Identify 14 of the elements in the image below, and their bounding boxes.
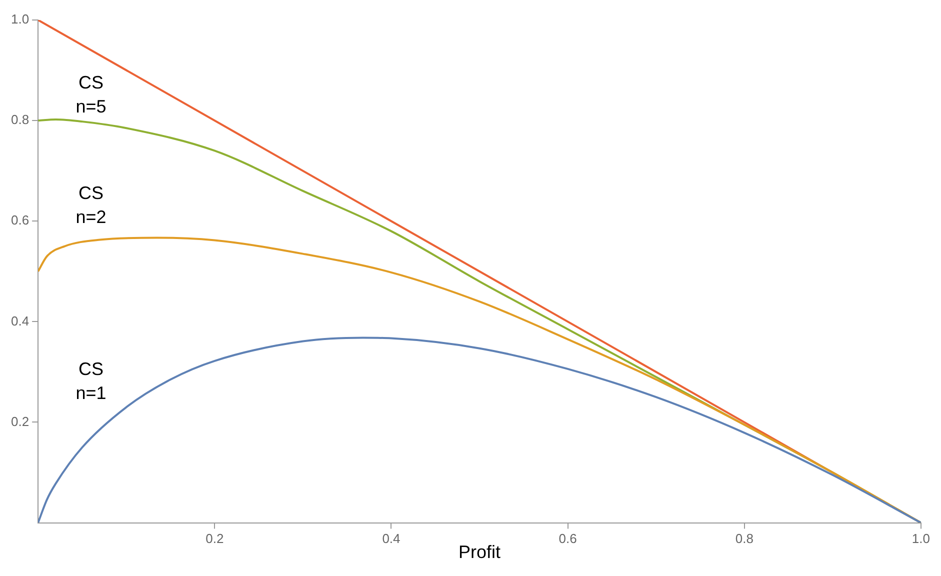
annotation: CS n=5: [76, 72, 106, 116]
x-tick-label: 0.2: [206, 531, 224, 546]
x-tick-label: 1.0: [912, 531, 930, 546]
annotation: CS n=2: [76, 183, 106, 228]
x-tick-label: 0.4: [382, 531, 400, 546]
annotation: CS n=1: [76, 358, 106, 403]
y-tick-label: 0.8: [10, 112, 30, 128]
y-tick-label: 0.6: [10, 212, 30, 228]
y-tick-label: 0.2: [10, 414, 30, 429]
y-tick-label: 1.0: [10, 12, 30, 27]
x-axis-title: Profit: [458, 542, 501, 562]
y-tick-label: 0.4: [10, 313, 30, 328]
x-tick-label: 0.8: [735, 531, 754, 546]
x-tick-label: 0.6: [558, 531, 577, 546]
